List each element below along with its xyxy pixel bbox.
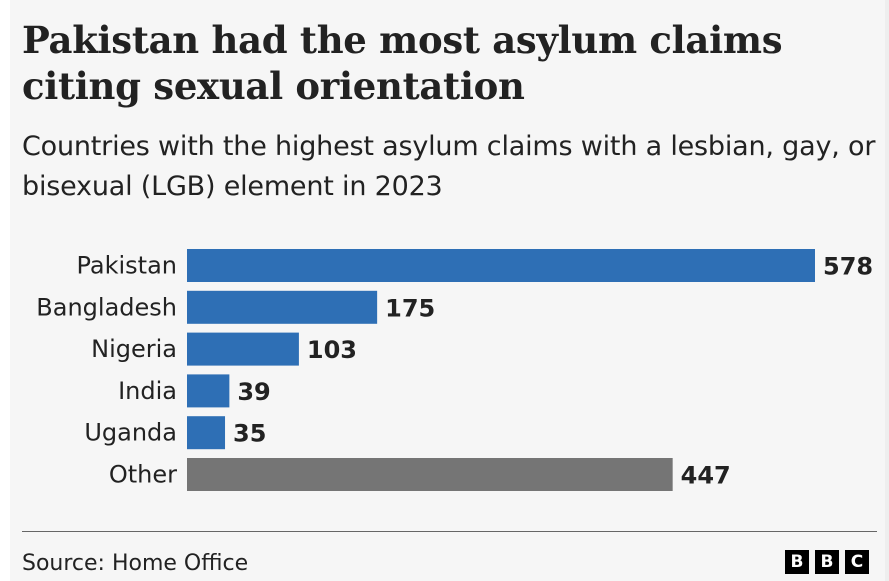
footer-divider [22, 531, 877, 532]
category-label-uganda: Uganda [84, 419, 177, 447]
value-label-other: 447 [681, 462, 731, 490]
bar-pakistan [187, 249, 815, 282]
value-label-india: 39 [237, 378, 270, 406]
category-label-nigeria: Nigeria [91, 335, 177, 363]
chart-title: Pakistan had the most asylum claims citi… [22, 18, 783, 108]
value-label-uganda: 35 [233, 420, 266, 448]
value-label-nigeria: 103 [307, 336, 357, 364]
bbc-logo-block: B [785, 550, 809, 574]
source-note: Source: Home Office [22, 551, 249, 576]
chart-subtitle: Countries with the highest asylum claims… [22, 131, 876, 202]
bar-india [187, 374, 230, 408]
category-label-bangladesh: Bangladesh [36, 293, 177, 321]
bar-bangladesh [187, 290, 378, 324]
bbc-logo-block: C [845, 550, 869, 574]
value-label-bangladesh: 175 [385, 294, 435, 322]
bbc-logo: B B C [785, 550, 869, 574]
bar-other [187, 458, 673, 491]
bar-nigeria [187, 332, 299, 366]
value-label-pakistan: 578 [823, 253, 873, 281]
right-edge [885, 0, 889, 581]
category-label-india: India [118, 377, 177, 405]
bar-uganda [187, 416, 226, 450]
category-label-pakistan: Pakistan [77, 252, 178, 280]
category-label-other: Other [109, 461, 177, 489]
bbc-logo-block: B [815, 550, 839, 574]
